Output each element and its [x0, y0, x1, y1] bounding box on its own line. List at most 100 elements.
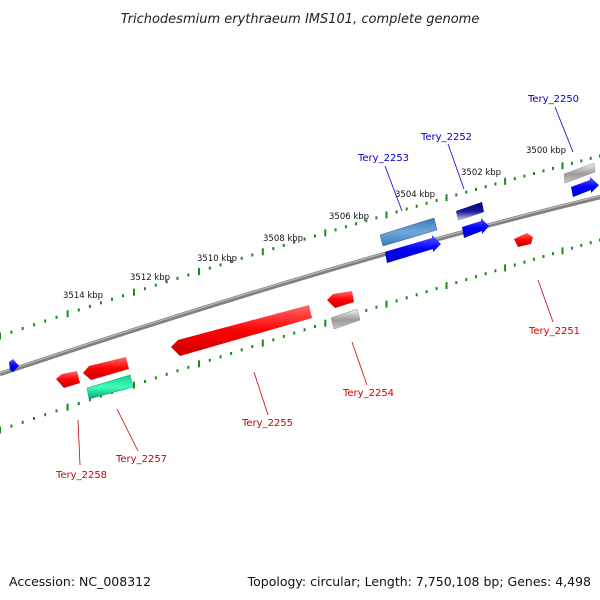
forward-genes — [9, 162, 599, 372]
gene-tery-2251[interactable] — [514, 233, 533, 247]
minor-tick — [240, 256, 243, 260]
minor-tick — [365, 308, 368, 312]
gene-label-tery-2253[interactable]: Tery_2253 — [357, 153, 409, 164]
gene-label-tery-2258[interactable]: Tery_2258 — [55, 470, 107, 481]
gene-label-tery-2255[interactable]: Tery_2255 — [241, 418, 293, 429]
minor-tick — [405, 207, 408, 211]
minor-tick — [484, 272, 487, 276]
gene-tery-2254[interactable] — [327, 291, 361, 330]
minor-tick — [10, 424, 13, 428]
minor-tick — [111, 297, 113, 301]
minor-tick — [334, 228, 337, 232]
minor-tick — [100, 394, 102, 398]
minor-tick — [187, 365, 190, 369]
minor-tick — [494, 182, 497, 186]
topology-text: Topology: circular; Length: 7,750,108 bp… — [247, 574, 591, 589]
reverse-genes — [56, 233, 533, 400]
kbp-label: 3504 kbp — [395, 190, 435, 200]
gene-tery-2252[interactable] — [456, 202, 489, 238]
gene-tery-2253[interactable] — [379, 217, 441, 263]
minor-tick — [21, 420, 24, 424]
minor-tick — [154, 283, 157, 287]
major-tick — [198, 268, 200, 276]
minor-tick — [435, 199, 438, 202]
minor-tick — [589, 241, 592, 245]
major-tick — [561, 162, 564, 170]
minor-tick — [523, 260, 526, 264]
minor-tick — [455, 281, 458, 285]
major-tick — [504, 177, 507, 185]
gene-feature[interactable] — [86, 374, 134, 400]
gene-arrow[interactable] — [462, 218, 489, 238]
minor-tick — [88, 304, 91, 308]
minor-tick — [580, 159, 583, 163]
major-tick — [66, 310, 69, 318]
kbp-label: 3508 kbp — [263, 234, 303, 244]
major-tick — [133, 288, 135, 296]
minor-tick — [10, 330, 13, 334]
gene-label-tery-2257[interactable]: Tery_2257 — [115, 454, 167, 465]
gene-tery-2257[interactable] — [83, 357, 134, 400]
gene-feature[interactable] — [379, 217, 438, 247]
minor-tick — [165, 372, 168, 376]
gene-tery-2250[interactable] — [563, 162, 599, 197]
gene-arrow[interactable] — [9, 359, 19, 372]
minor-tick — [33, 417, 35, 420]
minor-tick — [303, 237, 306, 241]
gene-feature[interactable] — [456, 202, 484, 221]
minor-tick — [303, 328, 306, 332]
minor-tick — [251, 345, 254, 348]
gene-arrow[interactable] — [385, 235, 441, 263]
minor-tick — [240, 348, 243, 352]
minor-tick — [415, 204, 418, 208]
gene-label-tery-2250[interactable]: Tery_2250 — [527, 94, 579, 105]
major-tick — [0, 426, 1, 434]
gene-arrow[interactable] — [571, 177, 599, 197]
minor-tick — [176, 276, 179, 280]
minor-tick — [219, 263, 222, 267]
minor-tick — [282, 334, 285, 338]
minor-tick — [33, 323, 35, 327]
minor-tick — [455, 193, 458, 197]
minor-tick — [395, 210, 398, 214]
minor-tick — [282, 243, 285, 247]
minor-tick — [494, 269, 497, 273]
minor-tick — [154, 376, 157, 380]
gene-label-tery-2251[interactable]: Tery_2251 — [528, 326, 580, 337]
gene-label-tery-2254[interactable]: Tery_2254 — [342, 388, 394, 399]
kbp-label: 3510 kbp — [197, 254, 237, 264]
minor-tick — [100, 301, 102, 305]
major-tick — [261, 339, 264, 347]
minor-tick — [122, 294, 124, 298]
minor-tick — [475, 187, 477, 191]
minor-tick — [552, 166, 554, 170]
major-tick — [385, 211, 388, 219]
minor-tick — [230, 260, 233, 264]
label-leaders — [77, 106, 574, 466]
gene-tery-2258[interactable] — [56, 371, 80, 388]
gene-arrow[interactable] — [83, 357, 129, 380]
minor-tick — [589, 156, 592, 160]
minor-tick — [570, 246, 573, 250]
major-tick — [0, 332, 1, 340]
major-tick — [66, 403, 69, 411]
minor-tick — [44, 319, 47, 323]
major-tick — [504, 264, 507, 272]
gene-tery-2255[interactable] — [171, 305, 312, 356]
gene-arrow[interactable] — [327, 291, 354, 308]
minor-tick — [513, 177, 516, 181]
minor-tick — [465, 190, 468, 194]
kbp-label: 3512 kbp — [130, 273, 170, 283]
gene-feature[interactable] — [330, 308, 361, 330]
gene-label-tery-2252[interactable]: Tery_2252 — [420, 132, 472, 143]
minor-tick — [272, 247, 275, 251]
minor-tick — [355, 222, 358, 226]
minor-tick — [230, 351, 233, 355]
minor-tick — [314, 325, 316, 328]
gene-feature[interactable] — [563, 162, 596, 184]
minor-tick — [425, 290, 428, 294]
minor-tick — [344, 225, 347, 229]
minor-tick — [552, 252, 554, 256]
major-tick — [561, 247, 564, 255]
